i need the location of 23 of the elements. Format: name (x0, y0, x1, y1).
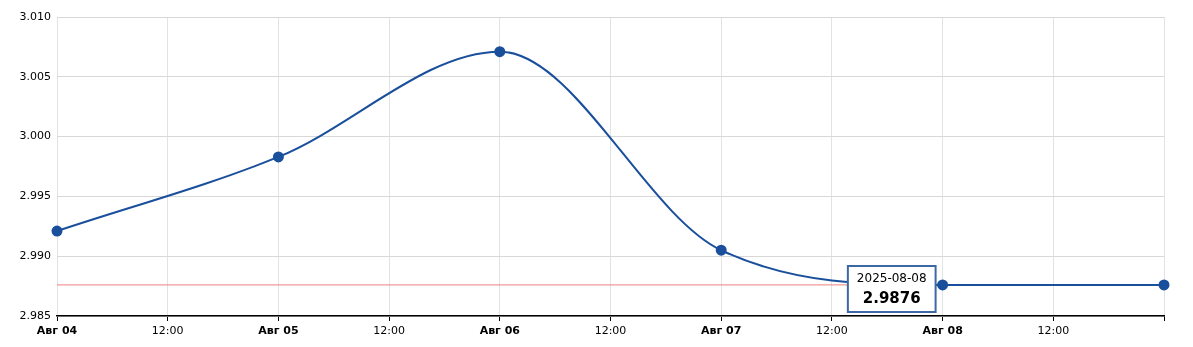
x-tick-label: 12:00 (373, 324, 405, 338)
y-tick-label: 3.010 (19, 9, 51, 23)
y-tick-label: 2.990 (19, 249, 51, 263)
x-tick-label: Авг 08 (922, 324, 963, 338)
x-tick-label: Авг 04 (36, 324, 78, 338)
y-tick-label: 3.000 (19, 129, 51, 143)
point (51, 225, 63, 237)
point (937, 279, 949, 291)
y-tick-label: 2.985 (19, 308, 51, 322)
x-tick-label: 12:00 (816, 324, 848, 338)
annotation: 2025-08-08 2.9876 (856, 271, 927, 307)
point (494, 46, 506, 58)
point (1158, 279, 1170, 291)
x-tick-label: Авг 07 (701, 324, 742, 338)
x-tick-label: 12:00 (594, 324, 627, 338)
x-tick-label: 12:00 (1037, 324, 1070, 338)
y-tick-label: 2.995 (19, 189, 51, 203)
point (272, 151, 284, 163)
x-tick-label: Авг 06 (479, 324, 521, 338)
x-tick-label: Авг 05 (258, 324, 299, 338)
y-tick-label: 3.005 (19, 69, 51, 83)
x-tick-label: 12:00 (151, 324, 184, 338)
point (715, 244, 727, 256)
